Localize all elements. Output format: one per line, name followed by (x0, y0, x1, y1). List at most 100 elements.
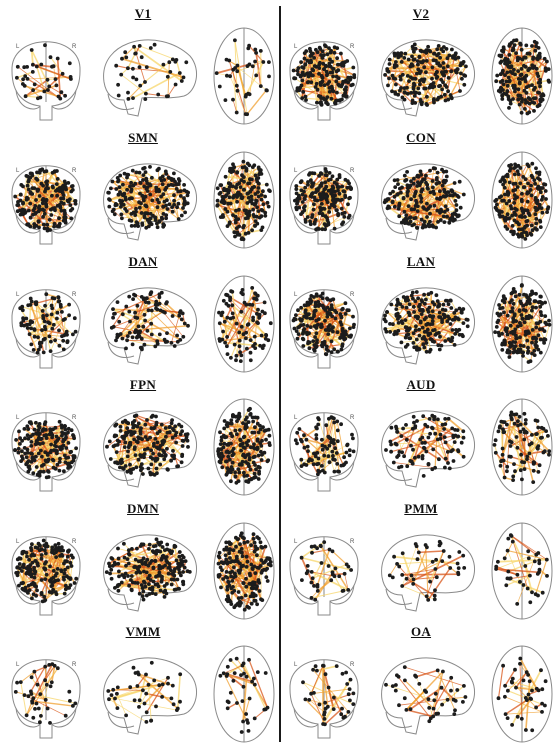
network-node (239, 448, 244, 453)
network-node (129, 224, 134, 228)
network-node (299, 305, 303, 310)
network-node (132, 44, 136, 49)
network-node (312, 347, 316, 352)
network-node (118, 424, 123, 429)
network-node (113, 443, 117, 448)
network-node (257, 215, 262, 220)
network-node (120, 312, 125, 317)
network-node (424, 102, 429, 106)
network-node (499, 194, 504, 199)
network-node (225, 315, 230, 320)
axial-nodes (217, 286, 273, 363)
network-node (49, 213, 54, 217)
network-node (136, 324, 141, 329)
network-node (57, 328, 61, 333)
network-node (324, 69, 329, 74)
network-node (39, 448, 43, 453)
network-node (50, 326, 55, 331)
network-node (413, 299, 418, 304)
network-node (534, 340, 538, 344)
network-node (421, 223, 426, 227)
network-node (36, 437, 41, 442)
network-node (437, 347, 442, 352)
network-node (408, 64, 413, 69)
network-node (36, 347, 41, 352)
network-node (215, 198, 220, 203)
connection-edge (317, 305, 334, 332)
network-node (443, 308, 448, 312)
network-node (314, 331, 319, 336)
connection-edge (162, 311, 184, 338)
network-node (221, 298, 226, 303)
network-node (229, 355, 233, 360)
network-node (510, 298, 514, 302)
network-node (405, 295, 410, 300)
network-node (55, 316, 59, 321)
network-node (170, 314, 175, 318)
network-node (404, 213, 409, 218)
axial-nodes (494, 38, 551, 116)
network-node (439, 207, 443, 212)
network-node (55, 169, 59, 173)
network-node (512, 172, 517, 177)
network-node (50, 193, 54, 198)
network-node (504, 201, 509, 206)
network-node (390, 89, 394, 94)
network-node (230, 166, 235, 171)
network-node (323, 352, 328, 356)
network-node (261, 202, 266, 207)
network-node (507, 180, 512, 185)
network-node (126, 97, 131, 101)
network-node (119, 461, 123, 465)
network-node (259, 197, 264, 202)
network-node (261, 343, 266, 348)
network-node (527, 314, 532, 318)
network-node (57, 188, 61, 193)
network-node (302, 189, 306, 194)
network-node (511, 287, 516, 291)
network-node (49, 312, 54, 317)
network-node (510, 309, 515, 314)
network-node (253, 173, 258, 178)
network-node (25, 65, 29, 69)
network-node (168, 70, 173, 74)
network-node (137, 65, 142, 69)
network-node (239, 309, 244, 314)
network-node (388, 330, 392, 334)
network-node (325, 344, 329, 349)
network-node (165, 339, 170, 344)
network-node (169, 458, 174, 463)
network-node (325, 200, 330, 205)
network-node (329, 48, 333, 53)
network-node (134, 206, 138, 211)
network-node (510, 71, 515, 76)
axial-edges (216, 40, 267, 115)
network-node (50, 433, 55, 438)
network-node (340, 332, 344, 337)
network-node (536, 347, 541, 352)
network-node (534, 325, 539, 330)
network-node (494, 207, 499, 211)
network-node (402, 90, 407, 95)
network-node (524, 43, 529, 48)
connection-edge (26, 197, 45, 211)
network-node (41, 441, 45, 445)
network-node (403, 216, 408, 221)
connection-edge (418, 311, 462, 331)
network-node (327, 46, 331, 50)
network-node (142, 184, 147, 189)
network-node (323, 180, 328, 185)
network-node (71, 456, 76, 460)
network-node (315, 87, 320, 92)
network-node (416, 67, 421, 72)
network-node (129, 467, 134, 472)
network-node (505, 83, 510, 88)
network-node (164, 213, 169, 217)
network-node (522, 185, 527, 189)
network-node (411, 331, 416, 336)
network-node (44, 180, 48, 184)
network-node (231, 195, 236, 200)
network-node (105, 444, 109, 449)
network-node (246, 181, 251, 186)
